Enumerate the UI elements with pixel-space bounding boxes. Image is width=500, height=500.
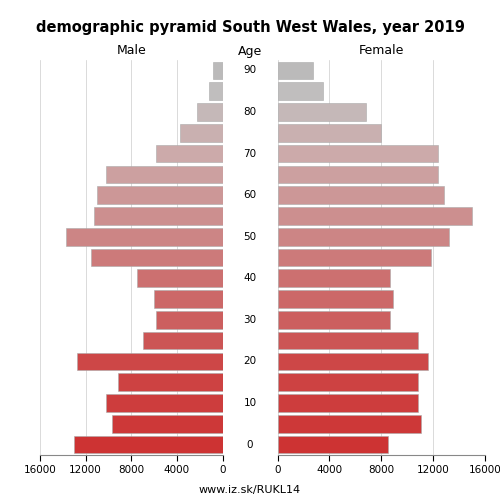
Bar xyxy=(92,248,222,266)
Text: 90: 90 xyxy=(244,66,256,76)
Bar xyxy=(278,207,472,225)
Bar xyxy=(118,374,222,391)
Bar xyxy=(154,290,222,308)
Bar xyxy=(278,62,312,79)
Text: 0: 0 xyxy=(247,440,254,450)
Text: Female: Female xyxy=(358,44,404,58)
Text: 30: 30 xyxy=(244,315,256,325)
Text: 50: 50 xyxy=(244,232,256,241)
Bar xyxy=(106,394,222,412)
Bar xyxy=(278,103,366,121)
Text: www.iz.sk/RUKL14: www.iz.sk/RUKL14 xyxy=(199,485,301,495)
Bar xyxy=(74,436,223,454)
Bar xyxy=(156,311,222,328)
Bar xyxy=(278,311,390,328)
Bar xyxy=(278,228,448,246)
Bar xyxy=(278,374,418,391)
Bar xyxy=(278,166,438,183)
Text: 20: 20 xyxy=(244,356,256,366)
Bar xyxy=(156,144,222,162)
Bar xyxy=(198,103,222,121)
Bar xyxy=(278,82,323,100)
Bar xyxy=(278,394,418,412)
Bar xyxy=(142,332,222,349)
Text: 40: 40 xyxy=(244,274,256,283)
Bar xyxy=(278,270,390,287)
Bar xyxy=(278,124,382,142)
Text: Male: Male xyxy=(116,44,146,58)
Bar xyxy=(278,144,438,162)
Bar xyxy=(278,186,444,204)
Text: Age: Age xyxy=(238,44,262,58)
Bar xyxy=(278,352,428,370)
Bar xyxy=(66,228,222,246)
Bar xyxy=(214,62,222,79)
Bar xyxy=(76,352,223,370)
Text: 70: 70 xyxy=(244,148,256,158)
Bar xyxy=(278,248,430,266)
Bar xyxy=(97,186,222,204)
Bar xyxy=(278,415,422,432)
Text: 80: 80 xyxy=(244,107,256,117)
Bar xyxy=(209,82,222,100)
Bar xyxy=(106,166,222,183)
Bar xyxy=(278,290,393,308)
Bar xyxy=(94,207,222,225)
Text: 60: 60 xyxy=(244,190,256,200)
Bar xyxy=(137,270,222,287)
Bar xyxy=(278,332,418,349)
Bar xyxy=(180,124,222,142)
Bar xyxy=(278,436,388,454)
Text: demographic pyramid South West Wales, year 2019: demographic pyramid South West Wales, ye… xyxy=(36,20,465,35)
Bar xyxy=(112,415,222,432)
Text: 10: 10 xyxy=(244,398,256,408)
